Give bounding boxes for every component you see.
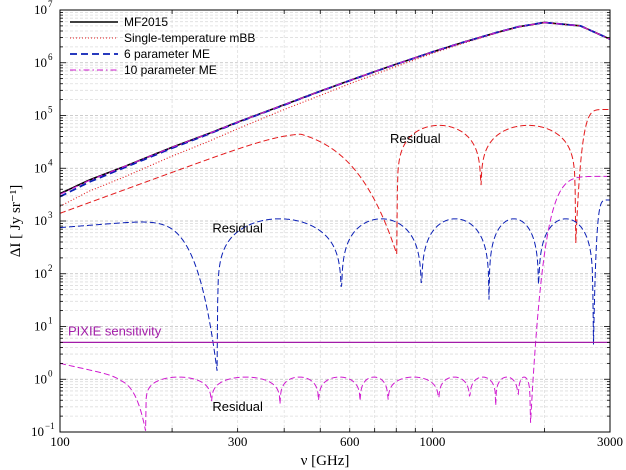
x-tick-label: 300 (228, 434, 248, 449)
y-tick-label: 10 (34, 2, 47, 17)
grid (59, 10, 611, 433)
residual-annotation: Residual (212, 221, 263, 236)
residual-line (60, 108, 610, 255)
y-tick-label: 10 (34, 55, 47, 70)
y-tick-label: 10 (34, 266, 47, 281)
y-tick-label: 10 (34, 160, 47, 175)
plot-area: PIXIE sensitivity Residual Residual Residua… (60, 21, 610, 431)
legend-label: Single-temperature mBB (124, 31, 255, 45)
x-tick-label: 3000 (597, 434, 623, 449)
x-tick-label: 1000 (419, 434, 445, 449)
residual-line (60, 175, 610, 431)
x-axis-label: ν [GHz] (301, 453, 350, 469)
y-tick-exponent: 1 (48, 316, 53, 326)
legend-label: 10 parameter ME (124, 63, 217, 77)
y-tick-exponent: 2 (48, 263, 53, 273)
y-axis-label: ΔI [ Jy sr⁻¹] (8, 185, 24, 257)
residual-annotation: Residual (390, 131, 441, 146)
y-tick-label: 10 (34, 108, 47, 123)
y-tick-label: 10 (34, 213, 47, 228)
axis-ticks (59, 10, 611, 433)
residual-annotation: Residual (212, 399, 263, 414)
legend-label: MF2015 (124, 15, 168, 29)
y-tick-exponent: 3 (48, 210, 53, 220)
y-tick-exponent: 4 (48, 157, 53, 167)
legend-label: 6 parameter ME (124, 47, 210, 61)
pixie-sensitivity-label: PIXIE sensitivity (68, 323, 162, 338)
y-tick-exponent: 6 (48, 52, 53, 62)
y-tick-exponent: 7 (48, 0, 53, 9)
y-tick-exponent: 5 (48, 105, 53, 115)
y-tick-exponent: 0 (48, 368, 53, 378)
y-tick-exponent: −1 (45, 421, 55, 431)
x-tick-label: 100 (50, 434, 70, 449)
series-line (60, 21, 610, 195)
residual-line (60, 199, 610, 371)
x-tick-label: 600 (340, 434, 360, 449)
legend: MF2015 Single-temperature mBB 6 parameter … (70, 15, 255, 77)
y-tick-label: 10 (31, 424, 44, 439)
y-tick-label: 10 (34, 371, 47, 386)
series-line (60, 22, 610, 207)
y-tick-label: 10 (34, 319, 47, 334)
